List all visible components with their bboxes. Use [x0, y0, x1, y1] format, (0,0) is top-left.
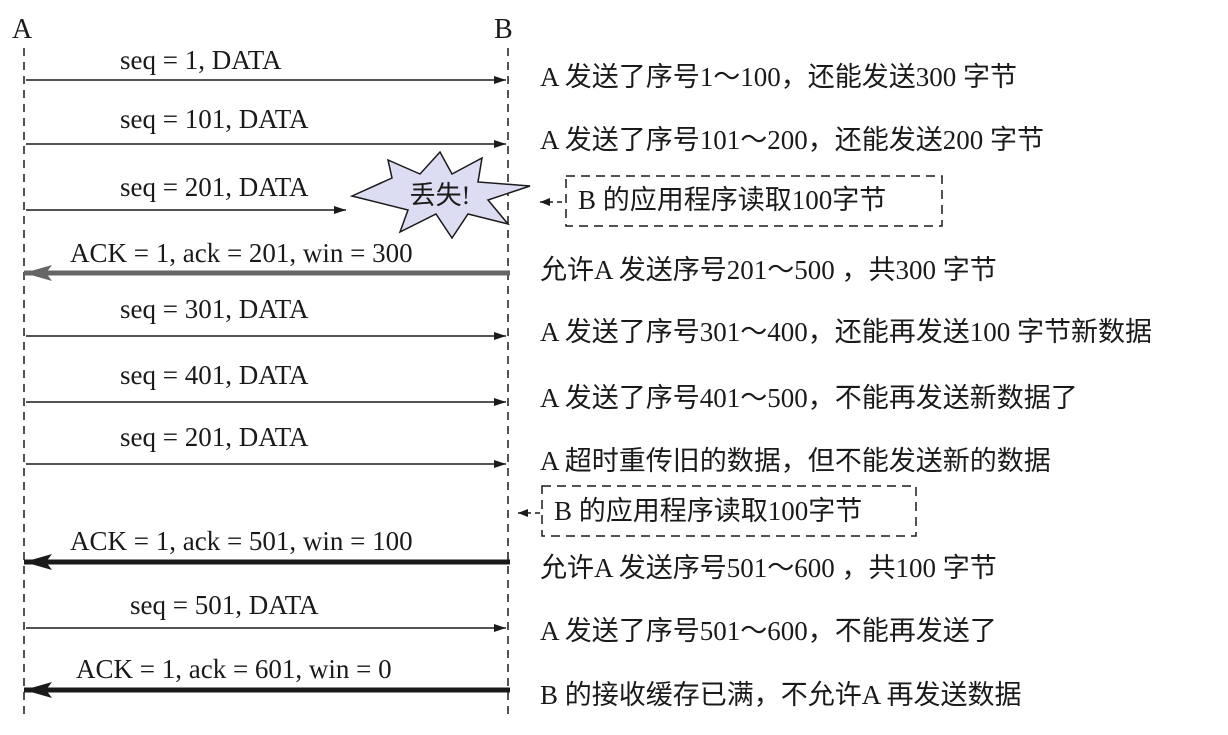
- note-seq-501: A 发送了序号501～600，不能再发送了: [540, 616, 997, 646]
- lost-label: 丢失!: [410, 181, 471, 210]
- label-seq-101: seq = 101, DATA: [120, 104, 309, 134]
- app-read-1-box: [565, 175, 943, 227]
- label-seq-301: seq = 301, DATA: [120, 294, 309, 324]
- app-read-2-text: B 的应用程序读取100字节: [554, 496, 862, 526]
- label-seq-1: seq = 1, DATA: [120, 45, 282, 75]
- note-seq-301: A 发送了序号301～400，还能再发送100 字节新数据: [540, 317, 1152, 347]
- label-ack-601: ACK = 1, ack = 601, win = 0: [76, 654, 392, 684]
- note-ack-601: B 的接收缓存已满，不允许A 再发送数据: [540, 680, 1022, 710]
- host-b-label: B: [494, 14, 513, 45]
- label-seq-201-retransmit: seq = 201, DATA: [120, 422, 309, 452]
- host-a-label: A: [12, 14, 33, 45]
- note-seq-401: A 发送了序号401～500，不能再发送新数据了: [540, 383, 1078, 413]
- note-seq-1: A 发送了序号1～100，还能发送300 字节: [540, 62, 1017, 92]
- app-read-2-box: [541, 485, 917, 537]
- label-ack-501: ACK = 1, ack = 501, win = 100: [70, 526, 413, 556]
- label-seq-401: seq = 401, DATA: [120, 360, 309, 390]
- label-seq-201-lost: seq = 201, DATA: [120, 172, 309, 202]
- lost-starburst-icon: [349, 150, 531, 240]
- note-seq-101: A 发送了序号101～200，还能发送200 字节: [540, 125, 1044, 155]
- note-ack-201: 允许A 发送序号201～500 ，共300 字节: [540, 255, 997, 285]
- label-seq-501: seq = 501, DATA: [130, 590, 319, 620]
- label-ack-201: ACK = 1, ack = 201, win = 300: [70, 238, 413, 268]
- app-read-1-text: B 的应用程序读取100字节: [578, 185, 886, 215]
- note-seq-201-retransmit: A 超时重传旧的数据，但不能发送新的数据: [540, 446, 1051, 476]
- note-ack-501: 允许A 发送序号501～600 ，共100 字节: [540, 553, 997, 583]
